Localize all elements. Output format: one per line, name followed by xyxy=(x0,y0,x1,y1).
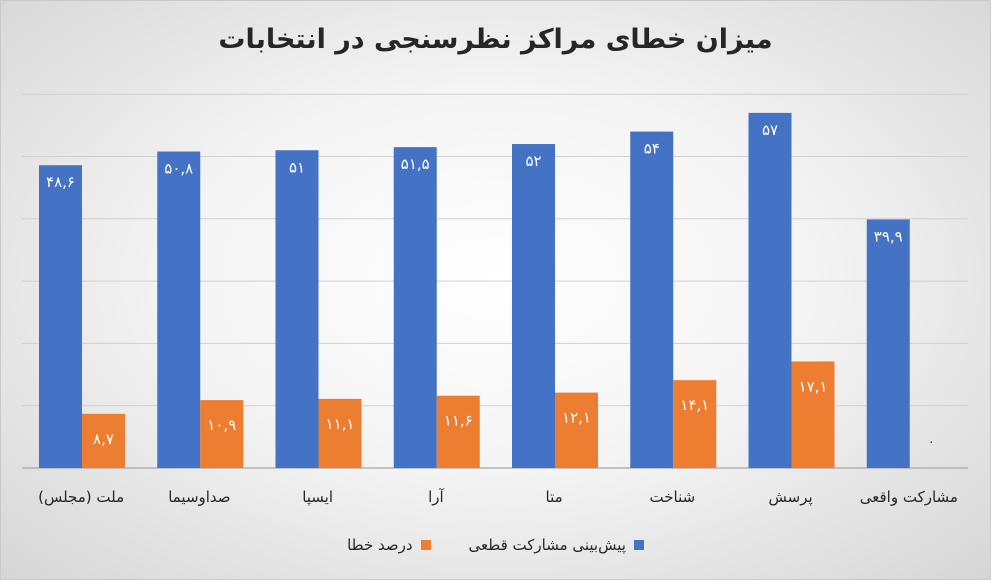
x-tick-label: ملت (مجلس) xyxy=(38,488,124,506)
bar-prediction xyxy=(39,165,82,469)
data-label-prediction: ۵۴ xyxy=(644,140,660,158)
bar-prediction xyxy=(393,147,437,468)
data-label-error: ۱۴,۱ xyxy=(680,396,709,414)
legend-swatch-error xyxy=(420,540,431,550)
x-tick-label: مشارکت واقعی xyxy=(860,488,958,506)
data-label-error: ۱۱,۶ xyxy=(444,412,473,430)
data-label-prediction: ۴۸,۶ xyxy=(46,173,75,191)
legend-label-error: درصد خطا xyxy=(347,536,413,554)
bar-error xyxy=(673,380,717,468)
bar-error xyxy=(791,361,835,468)
bar-prediction xyxy=(630,131,674,468)
data-label-error: ۱۷,۱ xyxy=(799,377,828,395)
data-label-prediction: ۵۰,۸ xyxy=(164,160,193,178)
x-tick-label: پرسش xyxy=(769,488,813,507)
bar-error xyxy=(318,398,362,468)
bar-prediction xyxy=(512,144,555,469)
data-label-prediction: ۵۷ xyxy=(762,121,778,139)
bar-error xyxy=(82,413,125,468)
data-label-prediction: ۵۱,۵ xyxy=(401,155,430,173)
chart-plot: ۴۸,۶ ۸,۷ ملت (مجلس) ۵۰,۸ ۱۰,۹ صداوسیما ۵۱ ۱۱,۱ ا… xyxy=(22,93,968,507)
chart-title: میزان خطای مراکز نظرسنجی در انتخابات xyxy=(218,24,773,55)
data-label-error: ۰ xyxy=(928,435,935,450)
data-label-error: ۱۲,۱ xyxy=(562,409,591,427)
bar-prediction xyxy=(157,151,201,469)
data-label-prediction: ۵۱ xyxy=(289,158,305,176)
data-label-error: ۸,۷ xyxy=(93,430,114,448)
x-tick-label: آرا xyxy=(428,488,444,506)
x-tick-label: ایسپا xyxy=(302,488,333,507)
legend-item-error: درصد خطا xyxy=(347,536,431,554)
data-label-prediction: ۳۹,۹ xyxy=(874,227,903,245)
data-label-prediction: ۵۲ xyxy=(525,152,541,170)
bar-error xyxy=(555,392,598,468)
bar-prediction xyxy=(275,150,319,468)
bar-prediction xyxy=(748,112,792,468)
x-tick-label: شناخت xyxy=(650,488,696,506)
x-tick-label: متا xyxy=(546,488,563,506)
x-tick-label: صداوسیما xyxy=(168,488,230,506)
legend-swatch-prediction xyxy=(633,540,644,550)
data-label-error: ۱۱,۱ xyxy=(326,415,355,433)
bar-error xyxy=(436,395,480,468)
bar-error xyxy=(200,400,244,468)
legend-item-prediction: پیش‌بینی مشارکت قطعی xyxy=(469,536,644,554)
legend-label-prediction: پیش‌بینی مشارکت قطعی xyxy=(468,536,626,554)
data-label-error: ۱۰,۹ xyxy=(207,416,236,434)
bar-prediction xyxy=(866,219,910,468)
legend: پیش‌بینی مشارکت قطعی درصد خطا xyxy=(0,536,991,554)
